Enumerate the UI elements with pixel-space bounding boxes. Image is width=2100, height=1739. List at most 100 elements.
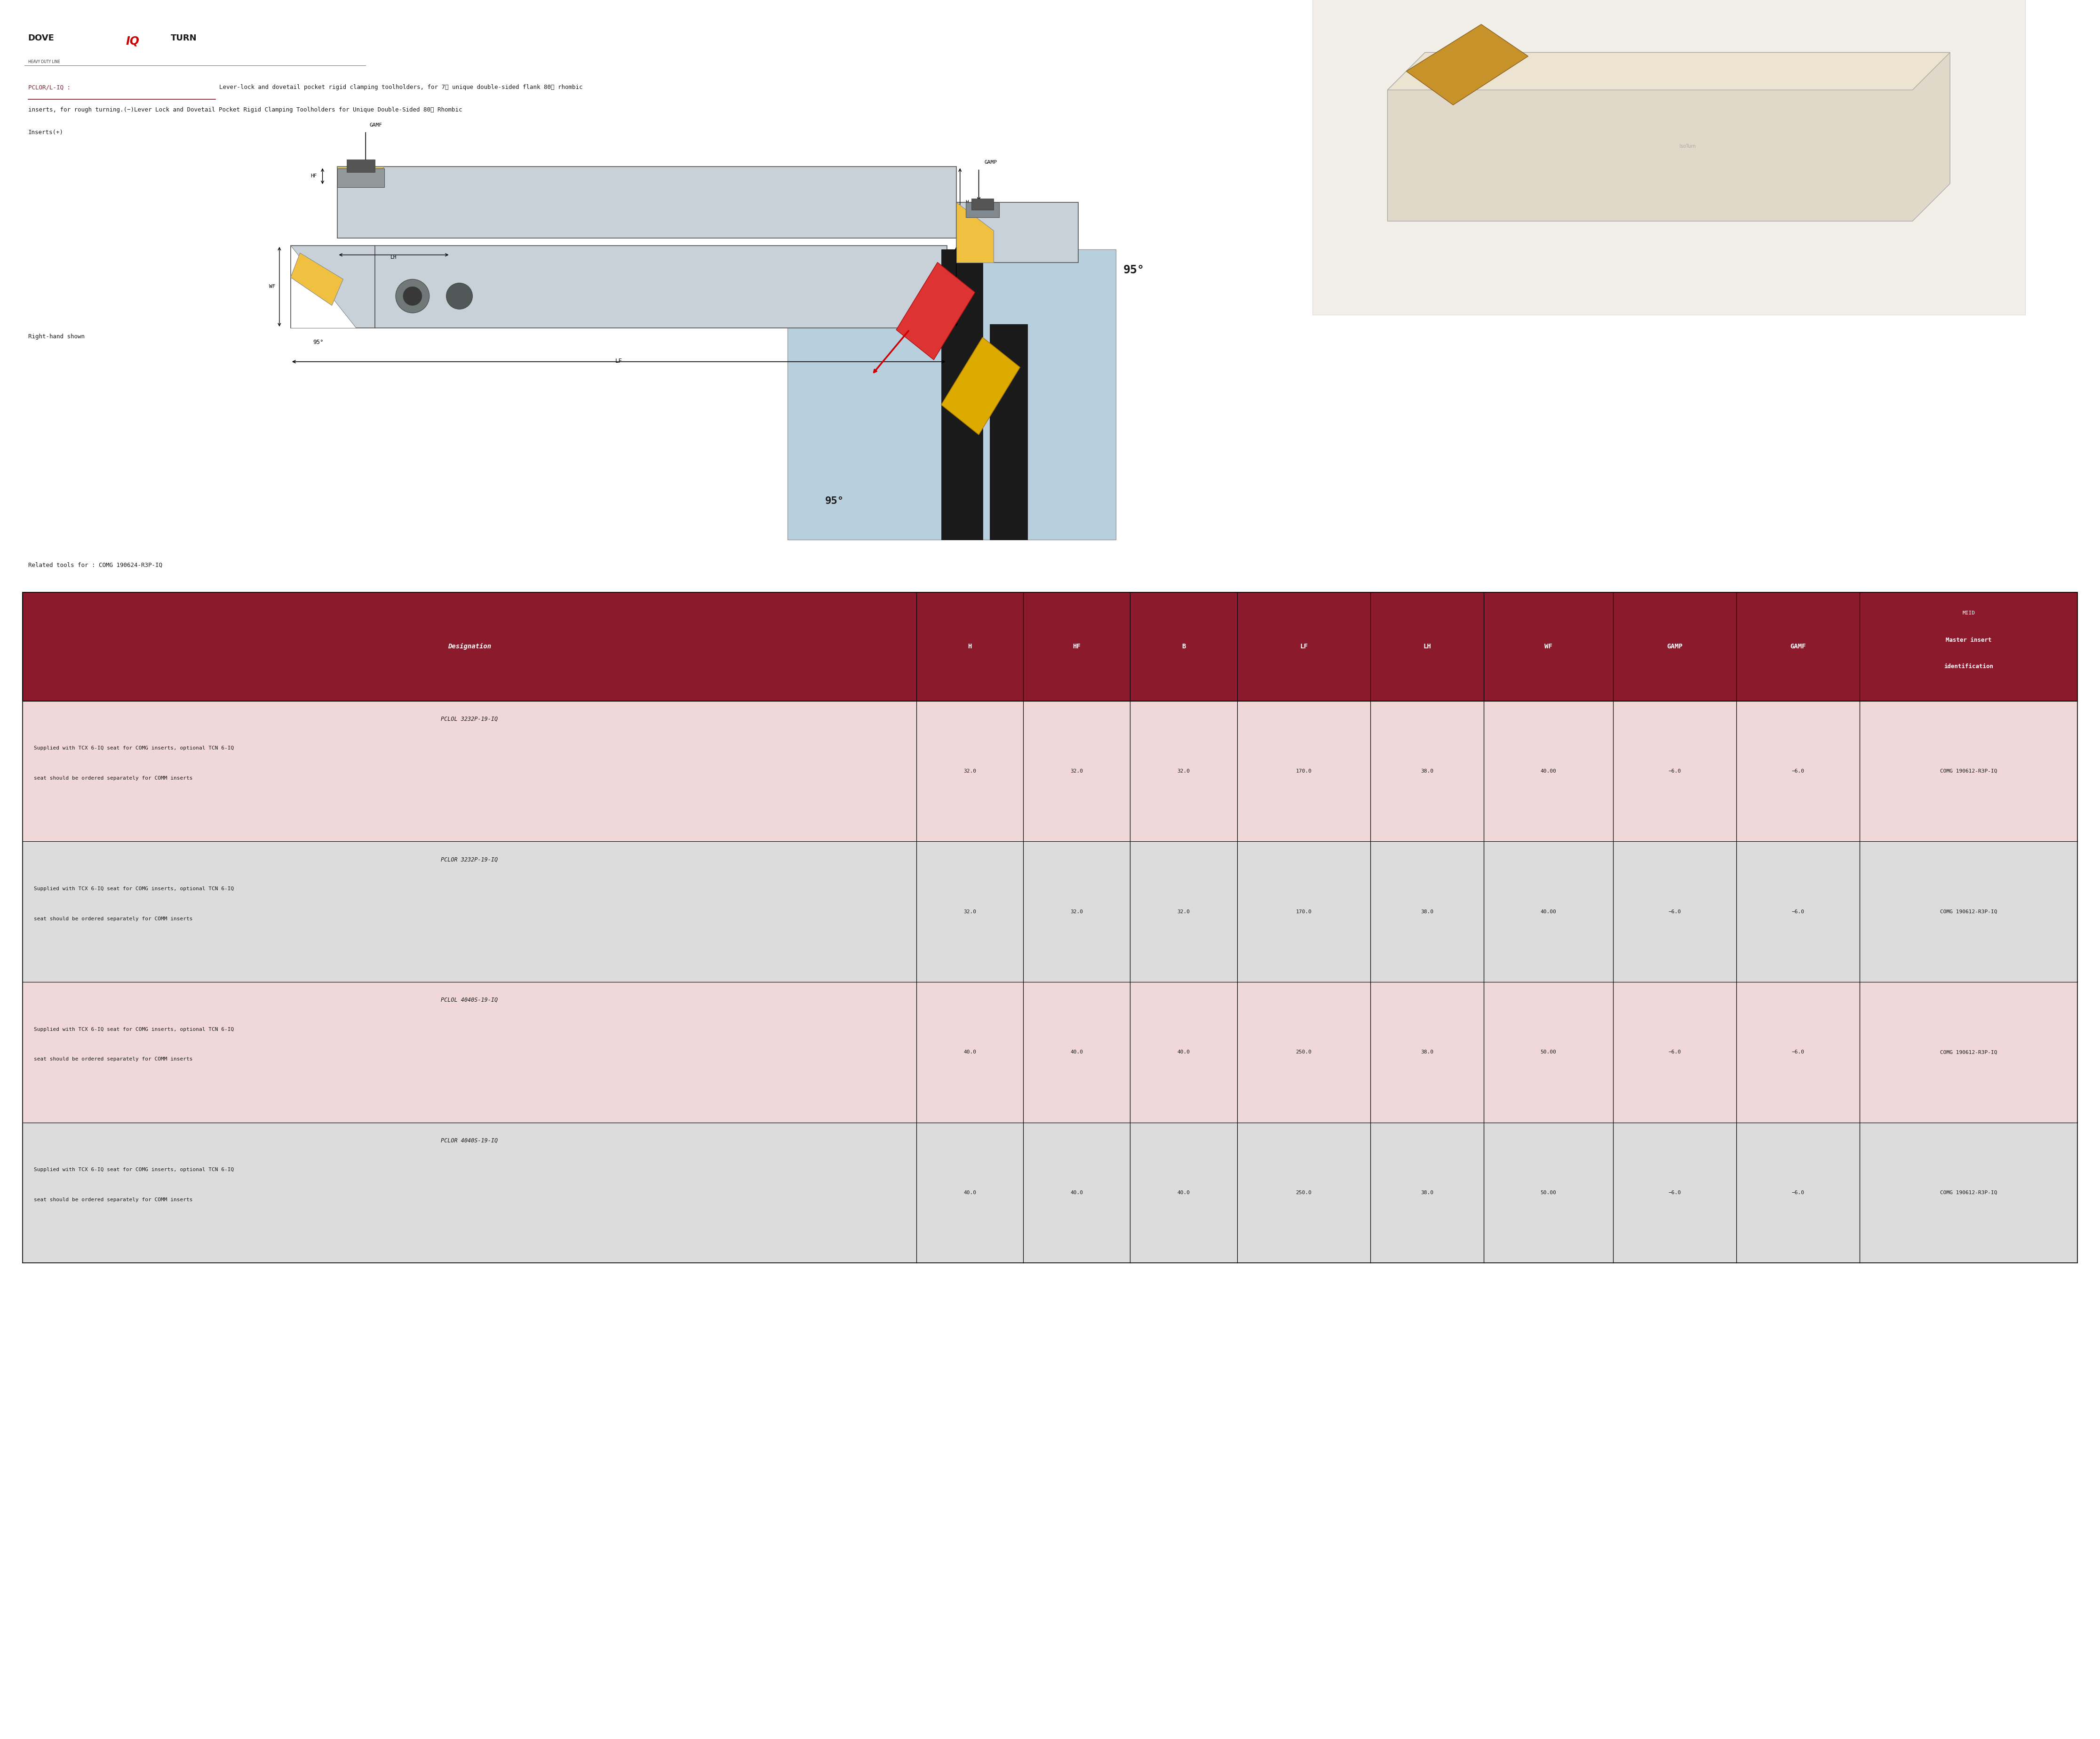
Text: Supplied with TCX 6-IQ seat for COMG inserts, optional TCN 6-IQ: Supplied with TCX 6-IQ seat for COMG ins…	[34, 1028, 233, 1031]
Text: seat should be ordered separately for COMM inserts: seat should be ordered separately for CO…	[34, 1057, 193, 1061]
Text: 40.0: 40.0	[1071, 1191, 1084, 1195]
Text: GAMP: GAMP	[1667, 643, 1682, 650]
Text: seat should be ordered separately for COMM inserts: seat should be ordered separately for CO…	[34, 916, 193, 922]
Text: 170.0: 170.0	[1296, 909, 1312, 915]
Polygon shape	[1388, 52, 1951, 90]
Text: HF: HF	[311, 174, 317, 179]
Polygon shape	[956, 202, 993, 263]
Bar	[347, 160, 376, 172]
Text: Lever-lock and dovetail pocket rigid clamping toolholders, for 7据 unique double-: Lever-lock and dovetail pocket rigid cla…	[218, 83, 584, 90]
Text: WF: WF	[269, 285, 275, 289]
Bar	[956, 202, 1077, 263]
Text: 250.0: 250.0	[1296, 1191, 1312, 1195]
Text: 40.00: 40.00	[1541, 769, 1556, 774]
Text: COMG 190612-R3P-IQ: COMG 190612-R3P-IQ	[1940, 1050, 1997, 1054]
Text: 38.0: 38.0	[1422, 1191, 1434, 1195]
Text: 40.0: 40.0	[1178, 1191, 1191, 1195]
Text: GAMF: GAMF	[370, 123, 382, 127]
Text: GAMP: GAMP	[985, 160, 998, 165]
Bar	[966, 202, 1000, 217]
Bar	[376, 245, 947, 329]
Text: 32.0: 32.0	[1071, 909, 1084, 915]
Text: WF: WF	[1544, 643, 1552, 650]
Text: H: H	[968, 643, 972, 650]
Text: −6.0: −6.0	[1667, 769, 1682, 774]
Text: HF: HF	[1073, 643, 1082, 650]
Text: −6.0: −6.0	[1791, 769, 1804, 774]
Text: LF: LF	[615, 358, 622, 363]
Bar	[788, 249, 1115, 539]
Bar	[23, 1122, 2077, 1263]
Text: COMG 190612-R3P-IQ: COMG 190612-R3P-IQ	[1940, 909, 1997, 915]
Text: −6.0: −6.0	[1791, 1050, 1804, 1054]
Text: Master insert: Master insert	[1947, 636, 1991, 643]
Text: 250.0: 250.0	[1296, 1050, 1312, 1054]
Polygon shape	[290, 245, 357, 329]
Text: GAMF: GAMF	[1789, 643, 1806, 650]
Text: 32.0: 32.0	[1071, 769, 1084, 774]
Text: Supplied with TCX 6-IQ seat for COMG inserts, optional TCN 6-IQ: Supplied with TCX 6-IQ seat for COMG ins…	[34, 887, 233, 890]
Text: COMG 190612-R3P-IQ: COMG 190612-R3P-IQ	[1940, 769, 1997, 774]
Text: LH: LH	[1424, 643, 1430, 650]
Text: Supplied with TCX 6-IQ seat for COMG inserts, optional TCN 6-IQ: Supplied with TCX 6-IQ seat for COMG ins…	[34, 746, 233, 751]
Bar	[970, 198, 993, 210]
Text: 50.00: 50.00	[1541, 1191, 1556, 1195]
Text: B: B	[1182, 643, 1186, 650]
Text: −6.0: −6.0	[1791, 909, 1804, 915]
Polygon shape	[1388, 52, 1951, 221]
Text: IQ: IQ	[126, 35, 139, 47]
Polygon shape	[290, 245, 376, 329]
Text: 40.00: 40.00	[1541, 909, 1556, 915]
Circle shape	[403, 287, 422, 306]
Text: B: B	[962, 285, 966, 289]
Text: PCLOR 3232P-19-IQ: PCLOR 3232P-19-IQ	[441, 856, 498, 863]
Text: LH: LH	[391, 256, 397, 259]
Circle shape	[395, 280, 428, 313]
Text: 32.0: 32.0	[1178, 769, 1191, 774]
Text: H: H	[966, 200, 968, 205]
Text: DOVE: DOVE	[27, 33, 55, 42]
Bar	[1312, 0, 2024, 315]
Text: 40.0: 40.0	[1178, 1050, 1191, 1054]
Polygon shape	[1407, 24, 1529, 104]
Text: −6.0: −6.0	[1667, 1191, 1682, 1195]
Bar	[338, 167, 956, 238]
Text: COMG 190612-R3P-IQ: COMG 190612-R3P-IQ	[1940, 1191, 1997, 1195]
Text: Right-hand shown: Right-hand shown	[27, 334, 84, 339]
Text: 40.0: 40.0	[1071, 1050, 1084, 1054]
Text: 32.0: 32.0	[964, 909, 977, 915]
Polygon shape	[338, 167, 384, 184]
Text: 170.0: 170.0	[1296, 769, 1312, 774]
Bar	[23, 593, 2077, 701]
Bar	[338, 169, 384, 188]
Text: PCLOL 3232P-19-IQ: PCLOL 3232P-19-IQ	[441, 716, 498, 722]
Bar	[941, 249, 983, 539]
Polygon shape	[290, 252, 342, 306]
Text: 95°: 95°	[825, 497, 844, 506]
Text: 38.0: 38.0	[1422, 909, 1434, 915]
Text: Related tools for : COMG 190624-R3P-IQ: Related tools for : COMG 190624-R3P-IQ	[27, 562, 162, 569]
Text: PCLOL 4040S-19-IQ: PCLOL 4040S-19-IQ	[441, 996, 498, 1003]
Text: HEAVY DUTY LINE: HEAVY DUTY LINE	[27, 59, 61, 64]
Text: 50.00: 50.00	[1541, 1050, 1556, 1054]
Text: seat should be ordered separately for COMM inserts: seat should be ordered separately for CO…	[34, 1198, 193, 1202]
Text: 95°: 95°	[1124, 264, 1145, 275]
Text: −6.0: −6.0	[1791, 1191, 1804, 1195]
Text: 38.0: 38.0	[1422, 1050, 1434, 1054]
Text: 32.0: 32.0	[964, 769, 977, 774]
Bar	[989, 323, 1027, 539]
Text: Supplied with TCX 6-IQ seat for COMG inserts, optional TCN 6-IQ: Supplied with TCX 6-IQ seat for COMG ins…	[34, 1167, 233, 1172]
Text: MIID: MIID	[1961, 610, 1974, 616]
Text: Designation: Designation	[447, 643, 491, 650]
Polygon shape	[941, 337, 1021, 435]
Text: −6.0: −6.0	[1667, 1050, 1682, 1054]
Text: 95°: 95°	[313, 339, 323, 346]
Text: seat should be ordered separately for COMM inserts: seat should be ordered separately for CO…	[34, 776, 193, 781]
Text: 32.0: 32.0	[1178, 909, 1191, 915]
Text: 38.0: 38.0	[1422, 769, 1434, 774]
Circle shape	[445, 283, 472, 310]
Polygon shape	[897, 263, 974, 360]
Text: 40.0: 40.0	[964, 1050, 977, 1054]
Bar	[23, 983, 2077, 1122]
Text: IsoTurn: IsoTurn	[1680, 144, 1695, 148]
